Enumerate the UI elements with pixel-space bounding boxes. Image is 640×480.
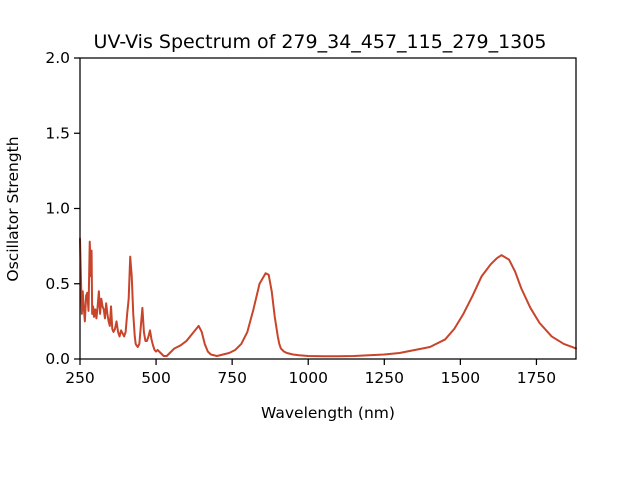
x-tick-label: 1500 [441,369,480,387]
x-axis-label: Wavelength (nm) [261,404,395,422]
chart-title: UV-Vis Spectrum of 279_34_457_115_279_13… [94,31,547,53]
x-tick-label: 750 [217,369,247,387]
y-tick-label: 1.0 [45,200,70,218]
y-axis-ticks: 0.0 0.5 1.0 1.5 2.0 [45,49,80,368]
x-tick-label: 500 [141,369,171,387]
y-tick-label: 0.0 [45,350,70,368]
x-tick-label: 1250 [365,369,404,387]
spectrum-line-series [79,237,577,358]
x-tick-label: 1750 [517,369,556,387]
x-tick-label: 1000 [288,369,327,387]
x-tick-label: 250 [65,369,95,387]
y-tick-label: 1.5 [45,124,70,142]
y-axis-label: Oscillator Strength [4,136,22,281]
y-tick-label: 0.5 [45,275,70,293]
y-tick-label: 2.0 [45,49,70,67]
x-axis-ticks: 250 500 750 1000 1250 1500 1750 [65,359,556,387]
